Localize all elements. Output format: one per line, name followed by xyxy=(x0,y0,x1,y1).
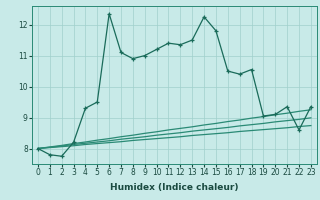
X-axis label: Humidex (Indice chaleur): Humidex (Indice chaleur) xyxy=(110,183,239,192)
